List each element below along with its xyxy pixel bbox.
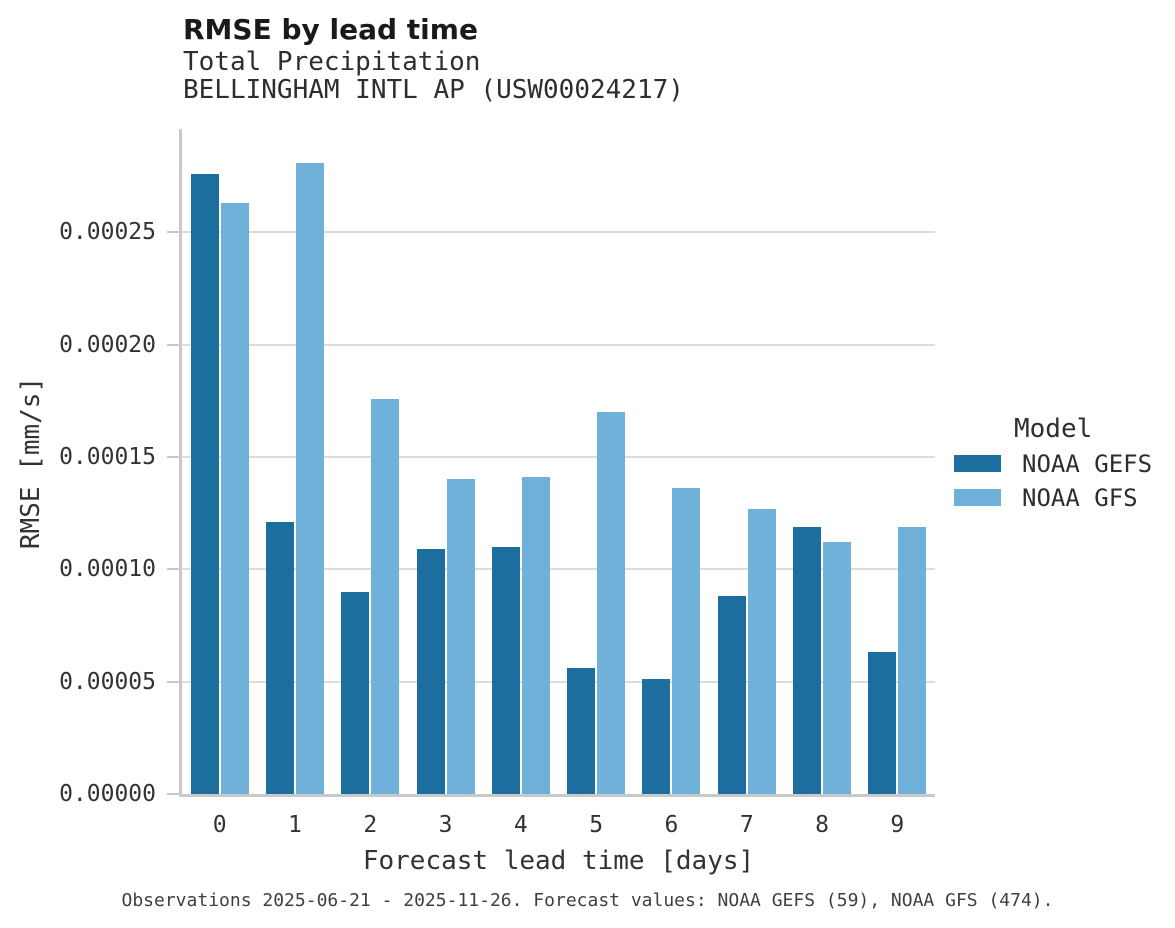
bar-noaa-gfs-lead-7 (747, 508, 776, 794)
bar-noaa-gfs-lead-6 (672, 488, 701, 794)
gridline-0.00020 (182, 343, 935, 346)
bar-noaa-gefs-lead-7 (717, 596, 746, 794)
legend-label-noaa-gfs: NOAA GFS (1022, 484, 1138, 512)
y-tick-mark (167, 456, 179, 458)
y-tick-mark (167, 680, 179, 683)
bar-noaa-gfs-lead-5 (597, 412, 626, 794)
x-tick-label-0: 0 (212, 812, 227, 838)
x-tick-label-7: 7 (739, 812, 754, 838)
plot-area (179, 129, 935, 797)
legend-label-noaa-gefs: NOAA GEFS (1022, 450, 1153, 478)
legend-swatch-noaa-gfs (954, 489, 1001, 506)
y-tick-label: 0.00015 (59, 444, 156, 470)
y-tick-label: 0.00025 (59, 219, 156, 246)
bar-noaa-gefs-lead-2 (341, 591, 370, 794)
chart-subtitle-station: BELLINGHAM INTL AP (USW00024217) (183, 75, 684, 105)
x-tick-label-9: 9 (890, 812, 905, 838)
gridline-0.00015 (182, 456, 935, 459)
gridline-0.00025 (182, 231, 935, 234)
gridline-0.00010 (182, 568, 935, 571)
x-tick-label-4: 4 (513, 812, 528, 838)
x-tick-label-5: 5 (589, 812, 604, 838)
y-tick-mark (167, 343, 179, 346)
gridline-0.00005 (182, 680, 935, 683)
bar-noaa-gefs-lead-9 (868, 652, 897, 794)
y-tick-label: 0.00020 (59, 331, 156, 358)
y-tick-label: 0.00005 (59, 668, 156, 695)
x-tick-label-2: 2 (363, 812, 378, 838)
bar-noaa-gfs-lead-0 (220, 203, 249, 794)
x-axis-label: Forecast lead time [days] (362, 846, 755, 876)
bar-noaa-gfs-lead-3 (446, 479, 475, 794)
bar-noaa-gefs-lead-3 (416, 549, 445, 794)
chart-subtitle-variable: Total Precipitation (183, 47, 481, 77)
bar-noaa-gefs-lead-4 (491, 546, 520, 794)
x-tick-label-1: 1 (288, 812, 302, 838)
bar-noaa-gefs-lead-5 (567, 668, 596, 794)
legend-swatch-noaa-gefs (954, 455, 1001, 472)
y-tick-mark (167, 793, 179, 795)
bar-noaa-gefs-lead-6 (642, 679, 671, 794)
bar-noaa-gfs-lead-2 (371, 398, 400, 794)
x-tick-label-8: 8 (815, 812, 829, 838)
bar-noaa-gefs-lead-8 (793, 526, 822, 794)
bar-noaa-gefs-lead-0 (190, 173, 219, 794)
footer-note: Observations 2025-06-21 - 2025-11-26. Fo… (121, 890, 1054, 911)
bar-noaa-gefs-lead-1 (265, 522, 294, 794)
y-tick-mark (167, 231, 179, 234)
bar-noaa-gfs-lead-4 (521, 477, 550, 794)
x-tick-label-3: 3 (438, 812, 453, 838)
legend-title: Model (1014, 414, 1093, 444)
bar-noaa-gfs-lead-1 (295, 162, 324, 794)
y-tick-mark (167, 568, 179, 571)
y-tick-label: 0.00010 (59, 556, 156, 583)
bar-noaa-gfs-lead-9 (898, 526, 927, 794)
y-tick-label: 0.00000 (59, 781, 156, 807)
x-tick-label-6: 6 (664, 812, 679, 838)
bar-noaa-gfs-lead-8 (823, 542, 852, 794)
chart-title: RMSE by lead time (183, 13, 478, 46)
